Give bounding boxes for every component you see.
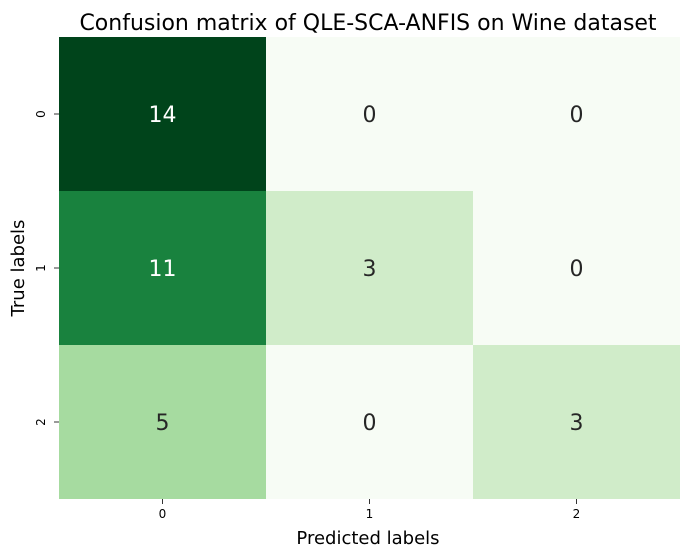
cell-value-label: 0 [363, 103, 377, 128]
y-axis-ticks: 0 1 2 [34, 110, 59, 426]
cell-value-label: 11 [149, 257, 177, 282]
heatmap-cell [266, 37, 473, 191]
x-tick-label: 2 [573, 507, 581, 521]
cell-value-label: 0 [570, 257, 584, 282]
heatmap-cell [473, 191, 680, 345]
cell-value-label: 3 [363, 257, 377, 282]
heatmap-cell [266, 345, 473, 499]
heatmap-cell [473, 37, 680, 191]
y-tick-label: 0 [34, 110, 48, 118]
x-axis-ticks: 0 1 2 [159, 499, 581, 521]
y-axis-label: True labels [8, 220, 29, 318]
cell-value-label: 0 [363, 411, 377, 436]
heatmap-cell [473, 345, 680, 499]
chart-title: Confusion matrix of QLE-SCA-ANFIS on Win… [79, 11, 656, 36]
cell-value-label: 14 [149, 103, 177, 128]
heatmap-cells: 14 0 0 11 3 0 5 0 3 [59, 37, 680, 499]
cell-value-label: 0 [570, 103, 584, 128]
x-axis-label: Predicted labels [296, 528, 439, 549]
y-tick-label: 1 [34, 264, 48, 272]
heatmap-cell [59, 345, 266, 499]
heatmap-cell [266, 191, 473, 345]
heatmap-cell [59, 191, 266, 345]
y-tick-label: 2 [34, 418, 48, 426]
heatmap-cell [59, 37, 266, 191]
x-tick-label: 0 [159, 507, 167, 521]
cell-value-label: 5 [156, 411, 170, 436]
x-tick-label: 1 [366, 507, 374, 521]
cell-value-label: 3 [570, 411, 584, 436]
